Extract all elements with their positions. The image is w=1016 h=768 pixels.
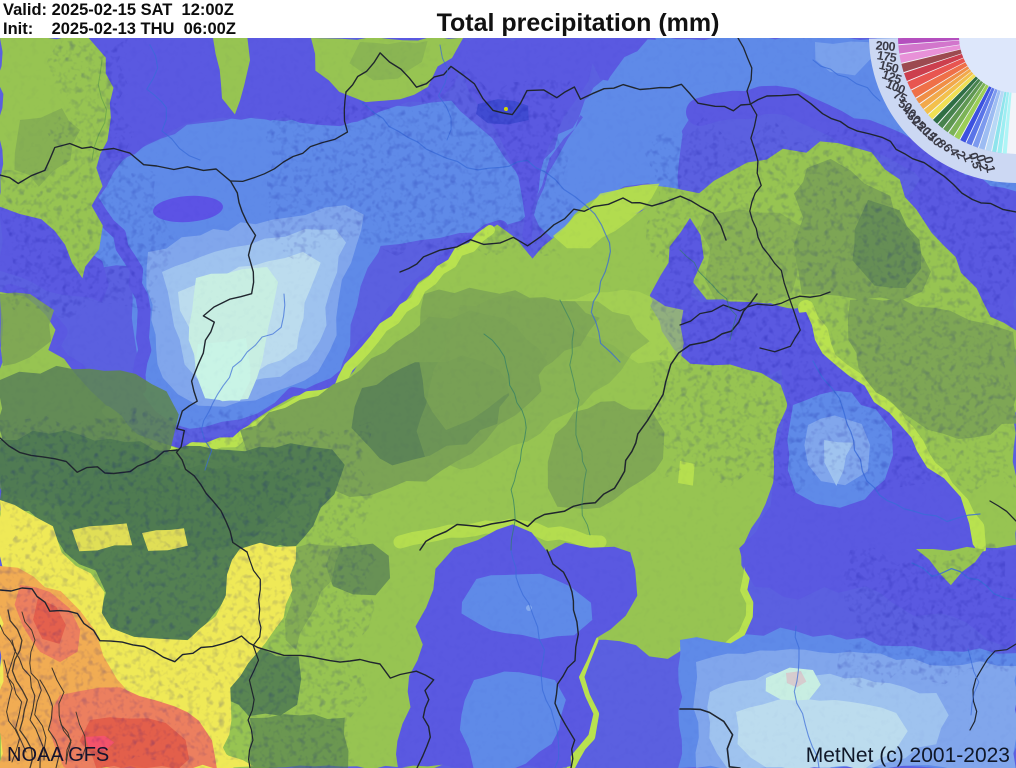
svg-text:Init: 2025-02-13 THU 06:00: Init: 2025-02-13 THU 06:00Z <box>3 20 236 38</box>
svg-text:NOAA GFS: NOAA GFS <box>7 744 109 766</box>
svg-text:1: 1 <box>960 152 976 164</box>
svg-text:0.5: 0.5 <box>966 151 984 171</box>
svg-text:Total precipitation (mm): Total precipitation (mm) <box>437 9 720 37</box>
svg-text:0.2: 0.2 <box>973 153 991 172</box>
svg-text:200: 200 <box>875 39 896 55</box>
svg-text:Valid: 2025-02-15 SAT 12:00Z: Valid: 2025-02-15 SAT 12:00Z <box>3 1 234 19</box>
svg-text:175: 175 <box>876 48 898 65</box>
svg-text:MetNet (c) 2001-2023: MetNet (c) 2001-2023 <box>806 744 1010 767</box>
svg-text:0.1: 0.1 <box>981 155 998 174</box>
svg-text:150: 150 <box>878 58 901 76</box>
svg-text:125: 125 <box>880 67 903 87</box>
